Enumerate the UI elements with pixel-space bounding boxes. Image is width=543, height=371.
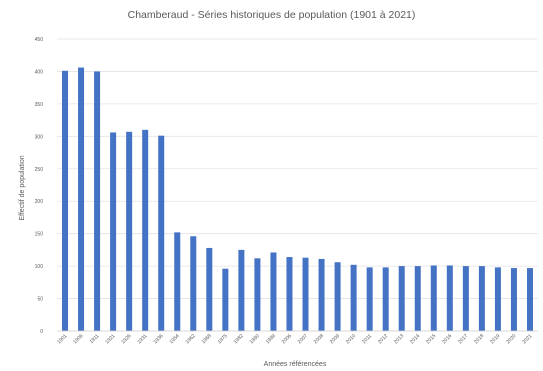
- bar-2016: [446, 265, 453, 331]
- bars: [62, 67, 533, 331]
- x-tick-label: 1931: [136, 333, 148, 345]
- bar-2014: [414, 266, 421, 331]
- bar-1901: [62, 70, 69, 331]
- x-tick-label: 2016: [441, 333, 453, 345]
- x-tick-label: 2018: [473, 333, 485, 345]
- y-tick-label: 0: [40, 329, 43, 335]
- y-tick-label: 450: [35, 37, 44, 43]
- x-tick-label: 2020: [505, 333, 517, 345]
- x-tick-label: 1990: [249, 333, 261, 345]
- x-tick-label: 2010: [345, 333, 357, 345]
- y-tick-label: 100: [35, 264, 44, 270]
- x-tick-label: 1968: [201, 333, 213, 345]
- bar-1982: [238, 249, 245, 331]
- y-tick-label: 300: [35, 134, 44, 140]
- x-tick-label: 1901: [56, 333, 68, 345]
- bar-1906: [78, 67, 85, 331]
- bar-1954: [174, 232, 181, 331]
- bar-2015: [430, 265, 437, 331]
- x-axis: 1901 1906 1911 1921 1926 1931 1936 1954 1962 1968…: [56, 330, 538, 345]
- bar-1975: [222, 268, 229, 331]
- x-tick-label: 2015: [425, 333, 437, 345]
- y-tick-label: 250: [35, 167, 44, 173]
- bar-1990: [254, 258, 261, 331]
- x-tick-label: 2019: [489, 333, 501, 345]
- x-tick-label: 1911: [89, 333, 101, 345]
- bar-2011: [366, 267, 373, 331]
- x-tick-label: 2012: [377, 333, 389, 345]
- x-tick-label: 2013: [393, 333, 405, 345]
- x-tick-label: 2009: [329, 333, 341, 345]
- bar-1999: [270, 252, 277, 331]
- bar-2008: [318, 258, 325, 331]
- chart-title: Chamberaud - Séries historiques de popul…: [127, 9, 416, 21]
- x-tick-label: 1926: [120, 333, 132, 345]
- x-tick-label: 2006: [281, 333, 293, 345]
- bar-2007: [302, 257, 309, 331]
- x-tick-label: 2008: [313, 333, 325, 345]
- bar-1911: [94, 71, 101, 331]
- bar-2006: [286, 257, 293, 331]
- x-tick-label: 1921: [104, 333, 116, 345]
- y-tick-label: 150: [35, 232, 44, 238]
- bar-2017: [462, 266, 469, 331]
- x-axis-label: Années référencées: [264, 361, 327, 368]
- x-tick-label: 2014: [409, 333, 421, 345]
- x-tick-label: 2011: [361, 333, 373, 345]
- x-tick-label: 2007: [297, 333, 309, 345]
- y-axis-label: Effectif de population: [19, 155, 26, 220]
- bar-1936: [158, 135, 165, 331]
- bar-1926: [126, 131, 133, 331]
- x-tick-label: 2021: [521, 333, 533, 345]
- x-tick-label: 1999: [265, 333, 277, 345]
- x-tick-label: 1936: [153, 333, 165, 345]
- x-tick-label: 1954: [169, 333, 181, 345]
- bar-2019: [494, 267, 501, 331]
- x-tick-label: 1982: [233, 333, 245, 345]
- x-tick-label: 1906: [72, 333, 84, 345]
- bar-2012: [382, 267, 389, 331]
- x-tick-label: 1975: [217, 333, 229, 345]
- x-tick-label: 1962: [185, 333, 197, 345]
- bar-2010: [350, 264, 357, 331]
- bar-2021: [526, 268, 533, 331]
- bar-1931: [142, 129, 149, 331]
- bar-2020: [510, 268, 517, 331]
- bar-1968: [206, 247, 213, 331]
- bar-2013: [398, 266, 405, 331]
- bar-1921: [110, 132, 117, 331]
- bar-1962: [190, 236, 197, 331]
- y-axis: 0 50 100 150 200 250 300 350 400 450: [35, 37, 44, 335]
- bar-2009: [334, 262, 341, 331]
- y-tick-label: 350: [35, 102, 44, 108]
- x-tick-label: 2017: [457, 333, 469, 345]
- y-tick-label: 50: [37, 297, 43, 303]
- y-tick-label: 400: [35, 69, 44, 75]
- bar-2018: [478, 266, 485, 331]
- y-tick-label: 200: [35, 199, 44, 205]
